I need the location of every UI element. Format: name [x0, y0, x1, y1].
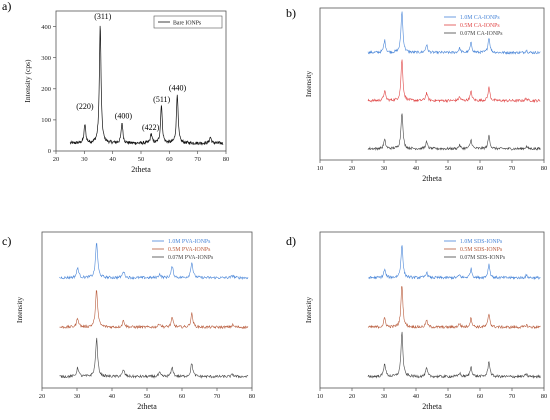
x-tick-label: 80 [249, 393, 256, 400]
legend-label: 0.5M CA-IONPs [460, 23, 500, 29]
x-tick-label: 80 [541, 165, 548, 172]
panel-letter: d) [286, 234, 296, 248]
x-tick-label: 60 [179, 393, 186, 400]
y-axis-label: Intensity [304, 297, 313, 323]
peak-label: (220) [76, 102, 94, 111]
series-line-1 [367, 59, 541, 103]
series-line-1 [59, 289, 249, 330]
x-tick-label: 30 [381, 165, 388, 172]
panel-a: a) 20 30 40 50 60 70 80 2theta Intensity (cps) 0 10… [2, 0, 229, 174]
panel-letter: a) [2, 0, 11, 13]
x-tick-label: 40 [109, 393, 116, 400]
x-tick-label: 60 [477, 393, 484, 400]
series-line-1 [367, 286, 541, 330]
legend-label: 0.5M PVA-IONPs [168, 247, 211, 253]
x-tick-label: 40 [109, 156, 116, 163]
plot-frame [41, 231, 253, 389]
series-line-bare-ionps [69, 25, 224, 146]
x-axis-label: 2theta [422, 174, 442, 183]
x-tick-label: 70 [194, 156, 201, 163]
x-tick-label: 40 [413, 165, 420, 172]
x-tick-label: 20 [39, 393, 46, 400]
y-tick-label: 100 [41, 117, 51, 124]
x-tick-label: 30 [81, 156, 88, 163]
series-line-2 [367, 113, 541, 151]
x-tick-label: 40 [413, 393, 420, 400]
x-tick-label: 10 [317, 165, 324, 172]
x-tick-label: 20 [349, 165, 356, 172]
x-tick-label: 50 [144, 393, 151, 400]
peak-label: (511) [153, 95, 170, 104]
panel-letter: c) [2, 234, 11, 248]
plot-frame [319, 7, 545, 161]
x-tick-label: 20 [349, 393, 356, 400]
x-tick-label: 50 [445, 165, 452, 172]
x-tick-label: 20 [53, 156, 60, 163]
series-line-0 [367, 11, 541, 55]
y-tick-label: 0 [48, 148, 51, 155]
legend-label: 1.0M PVA-IONPs [168, 239, 211, 245]
y-tick-label: 400 [41, 24, 51, 31]
y-tick-label: 200 [41, 86, 51, 93]
peak-label: (440) [169, 83, 187, 92]
x-tick-label: 80 [223, 156, 230, 163]
peak-label: (422) [142, 123, 160, 132]
legend-label: 0.07M CA-IONPs [460, 31, 503, 37]
panel-c: c) 20 30 40 50 60 70 80 2theta Intensity 1.0M PVA-… [2, 231, 256, 411]
x-tick-label: 70 [214, 393, 221, 400]
legend-label: Bare IONPs [173, 20, 202, 26]
x-axis-label: 2theta [131, 165, 151, 174]
x-tick-label: 70 [509, 165, 516, 172]
x-tick-label: 50 [445, 393, 452, 400]
legend-label: 1.0M CA-IONPs [460, 15, 500, 21]
legend-label: 0.07M SDS-IONPs [460, 255, 506, 261]
legend-label: 1.0M SDS-IONPs [460, 239, 503, 245]
y-tick-label: 300 [41, 55, 51, 62]
x-tick-label: 70 [509, 393, 516, 400]
panel-b: b) 10 20 30 40 50 60 70 80 2theta Intensity 1.0M CA… [286, 6, 547, 183]
panel-d: d) 10 20 30 40 50 60 70 80 2theta Intensity 1.0M SD… [286, 231, 548, 411]
x-axis-label: 2theta [422, 402, 442, 411]
x-tick-label: 60 [166, 156, 173, 163]
series-line-2 [59, 337, 249, 379]
legend-label: 0.07M PVA-IONPs [168, 255, 214, 261]
x-axis-label: 2theta [137, 402, 157, 411]
series-line-0 [367, 245, 541, 281]
x-tick-label: 80 [541, 393, 548, 400]
series-line-0 [59, 242, 249, 281]
x-tick-label: 10 [317, 393, 324, 400]
x-tick-label: 60 [477, 165, 484, 172]
y-axis-label: Intensity (cps) [23, 59, 32, 103]
x-tick-label: 30 [74, 393, 81, 400]
peak-label: (400) [115, 111, 133, 120]
y-axis-label: Intensity [15, 297, 24, 323]
legend-box [153, 15, 223, 29]
peak-label: (311) [94, 12, 111, 21]
x-tick-label: 30 [381, 393, 388, 400]
plot-frame [319, 231, 545, 389]
y-axis-label: Intensity [304, 71, 313, 97]
legend-label: 0.5M SDS-IONPs [460, 247, 503, 253]
x-tick-label: 50 [138, 156, 145, 163]
series-line-2 [367, 331, 541, 379]
panel-letter: b) [286, 6, 296, 20]
